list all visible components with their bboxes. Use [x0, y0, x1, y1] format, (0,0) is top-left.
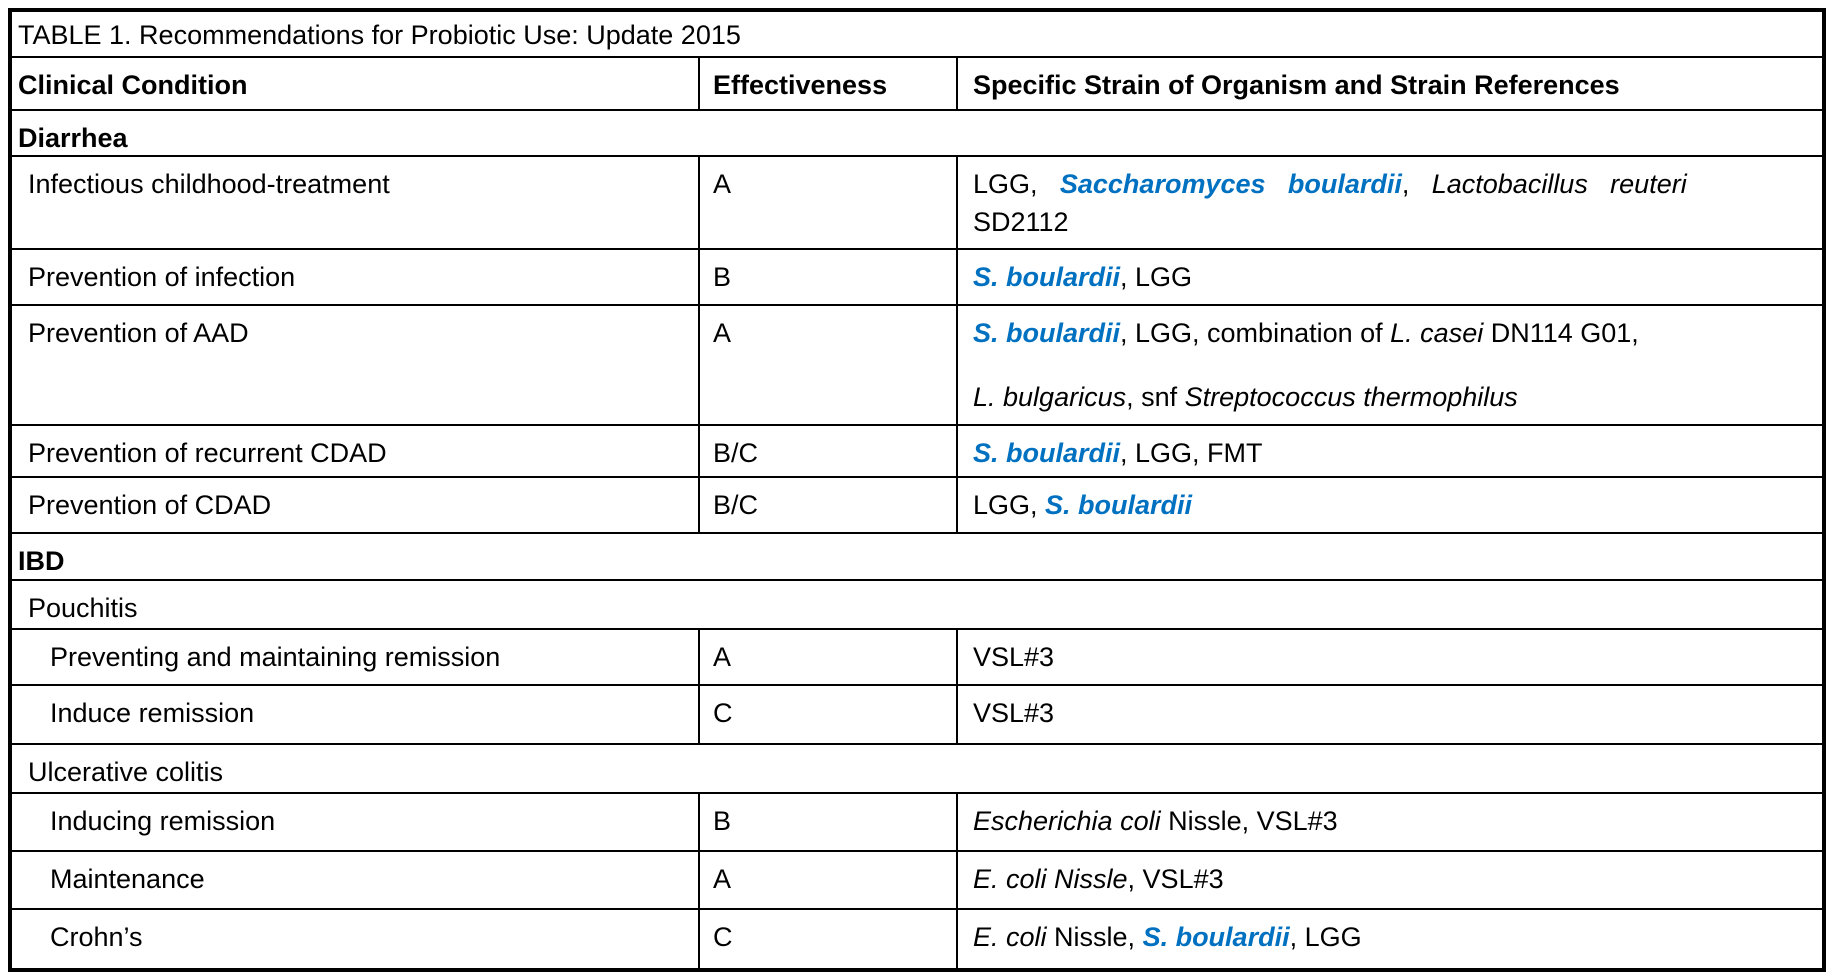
- strains-cell: LGG, Saccharomyces boulardii, Lactobacil…: [958, 157, 1822, 248]
- strain-line: E. coli Nissle, S. boulardii, LGG: [973, 922, 1362, 952]
- strain-line: L. bulgaricus, snf Streptococcus thermop…: [973, 382, 1518, 412]
- section-label: IBD: [18, 546, 65, 576]
- strain-line: Escherichia coli Nissle, VSL#3: [973, 806, 1338, 836]
- effectiveness-cell: A: [700, 630, 958, 684]
- table-title: TABLE 1. Recommendations for Probiotic U…: [18, 20, 741, 50]
- effectiveness-cell: A: [700, 852, 958, 908]
- strain-line: VSL#3: [973, 698, 1055, 728]
- table-row: Infectious childhood-treatment A LGG, Sacc…: [12, 157, 1822, 250]
- strains-cell: VSL#3: [958, 630, 1822, 684]
- strains-cell: S. boulardii, LGG, FMT: [958, 426, 1822, 476]
- condition-cell: Crohn’s: [12, 910, 700, 968]
- strain-line: S. boulardii, LGG, FMT: [973, 438, 1263, 468]
- strains-cell: S. boulardii, LGG: [958, 250, 1822, 304]
- table-row: Crohn’s C E. coli Nissle, S. boulardii, LG…: [12, 910, 1822, 968]
- strain-line: E. coli Nissle, VSL#3: [973, 864, 1224, 894]
- effectiveness-cell: A: [700, 306, 958, 424]
- probiotic-recommendations-table: TABLE 1. Recommendations for Probiotic U…: [8, 8, 1826, 972]
- section-row: Diarrhea: [12, 111, 1822, 157]
- table-row: Inducing remission B Escherichia coli Niss…: [12, 794, 1822, 852]
- strain-line: VSL#3: [973, 642, 1055, 672]
- effectiveness-cell: B: [700, 794, 958, 850]
- effectiveness-cell: A: [700, 157, 958, 248]
- table-row: Maintenance A E. coli Nissle, VSL#3: [12, 852, 1822, 910]
- effectiveness-cell: C: [700, 686, 958, 743]
- condition-cell: Inducing remission: [12, 794, 700, 850]
- table-row: Preventing and maintaining remission A VSL…: [12, 630, 1822, 686]
- effectiveness-cell: B/C: [700, 478, 958, 532]
- strain-line: S. boulardii, LGG, combination of L. cas…: [973, 318, 1639, 348]
- condition-cell: Preventing and maintaining remission: [12, 630, 700, 684]
- strain-line: SD2112: [973, 207, 1069, 237]
- table-header-row: Clinical Condition Effectiveness Specifi…: [12, 58, 1822, 111]
- column-header-clinical-condition: Clinical Condition: [12, 58, 700, 109]
- strains-cell: S. boulardii, LGG, combination of L. cas…: [958, 306, 1822, 424]
- table-row: Prevention of recurrent CDAD B/C S. boular…: [12, 426, 1822, 478]
- effectiveness-cell: C: [700, 910, 958, 968]
- effectiveness-cell: B/C: [700, 426, 958, 476]
- section-row: Ulcerative colitis: [12, 745, 1822, 794]
- table-row: Prevention of AAD A S. boulardii, LGG, com…: [12, 306, 1822, 426]
- column-header-effectiveness: Effectiveness: [700, 58, 958, 109]
- section-label: Diarrhea: [18, 123, 128, 153]
- condition-cell: Prevention of infection: [12, 250, 700, 304]
- table-title-row: TABLE 1. Recommendations for Probiotic U…: [12, 12, 1822, 58]
- condition-cell: Prevention of recurrent CDAD: [12, 426, 700, 476]
- section-label: Ulcerative colitis: [28, 757, 224, 787]
- condition-cell: Induce remission: [12, 686, 700, 743]
- effectiveness-cell: B: [700, 250, 958, 304]
- section-row: IBD: [12, 534, 1822, 581]
- strains-cell: E. coli Nissle, S. boulardii, LGG: [958, 910, 1822, 968]
- strains-cell: Escherichia coli Nissle, VSL#3: [958, 794, 1822, 850]
- strains-cell: LGG, S. boulardii: [958, 478, 1822, 532]
- section-label: Pouchitis: [28, 593, 138, 623]
- table-row: Induce remission C VSL#3: [12, 686, 1822, 745]
- strains-cell: E. coli Nissle, VSL#3: [958, 852, 1822, 908]
- table-row: Prevention of CDAD B/C LGG, S. boulardii: [12, 478, 1822, 534]
- strains-cell: VSL#3: [958, 686, 1822, 743]
- condition-cell: Maintenance: [12, 852, 700, 908]
- condition-cell: Infectious childhood-treatment: [12, 157, 700, 248]
- section-row: Pouchitis: [12, 581, 1822, 630]
- table-row: Prevention of infection B S. boulardii, LG…: [12, 250, 1822, 306]
- column-header-specific-strain: Specific Strain of Organism and Strain R…: [973, 70, 1620, 100]
- condition-cell: Prevention of CDAD: [12, 478, 700, 532]
- strain-line: LGG, Saccharomyces boulardii, Lactobacil…: [973, 169, 1687, 199]
- strain-line: S. boulardii, LGG: [973, 262, 1193, 292]
- condition-cell: Prevention of AAD: [12, 306, 700, 424]
- strain-line: LGG, S. boulardii: [973, 490, 1193, 520]
